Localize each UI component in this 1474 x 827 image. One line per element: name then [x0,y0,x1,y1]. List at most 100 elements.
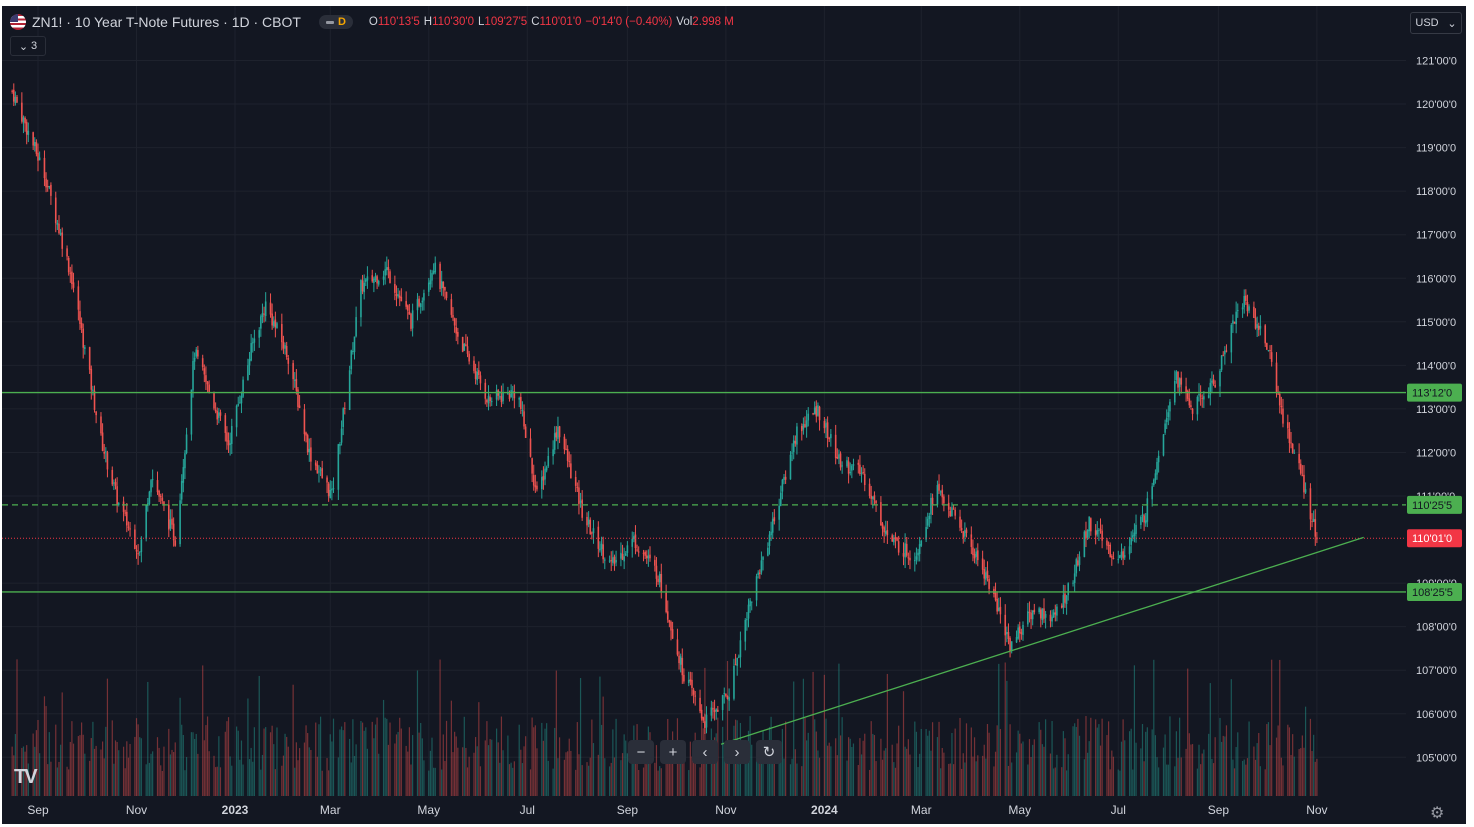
candle-body [699,697,701,712]
volume-bar [668,740,670,796]
volume-bar [977,755,979,796]
candle-body [1212,379,1215,384]
candle-body [1209,382,1212,395]
volume-bar [634,758,637,796]
volume-bar [118,750,120,796]
candle-body [880,502,882,526]
candle-body [734,664,737,666]
volume-bar [986,724,989,796]
volume-bar [273,744,275,796]
volume-bar [103,758,105,796]
price-chart[interactable]: 121'00'0 120'00'0 119'00'0 118'00'0 117'00'0… [2,6,1466,824]
volume-bar [1120,741,1123,796]
mode-badge[interactable]: D [318,15,353,29]
candle-body [654,559,656,566]
y-tick-label: 113'00'0 [1416,404,1456,416]
candle-body [679,656,682,665]
volume-bar [215,767,217,796]
tradingview-logo-icon[interactable]: TV [14,766,38,788]
volume-bar [691,756,693,796]
candle-body [1232,320,1234,324]
volume-bar [1140,748,1142,796]
volume-bar [495,728,498,796]
volume-bar [513,761,515,796]
volume-bar [145,764,147,796]
candle-body [839,453,842,468]
reset-chart-button[interactable]: ↻ [756,740,782,764]
volume-bar [139,737,141,796]
candle-body [812,413,814,415]
symbol-title[interactable]: ZN1! · 10 Year T-Note Futures · 1D · CBO… [32,14,301,30]
volume-bar [1174,766,1176,796]
volume-bar [575,769,577,796]
candle-body [394,283,396,293]
candle-body [1112,558,1115,560]
candle-body [318,471,320,473]
gear-icon[interactable]: ⚙ [1430,805,1445,822]
x-tick-label: Nov [1306,803,1327,817]
volume-bar [699,767,701,796]
candle-body [105,451,107,453]
volume-bar [431,737,433,796]
candle-body [1073,573,1076,583]
volume-bar [134,736,136,796]
candle-body [1288,428,1291,444]
volume-bar [873,735,876,796]
candle-body [174,540,177,546]
candle-body [360,279,362,318]
candle-body [410,314,412,329]
volume-bar [321,770,323,796]
volume-bar [1004,662,1006,796]
volume-bar [902,691,905,796]
candle-body [994,592,997,601]
candle-body [227,440,230,446]
volume-bar [1224,736,1226,796]
volume-bar [738,764,740,796]
candle-body [353,336,356,353]
scroll-right-button[interactable]: › [724,740,750,764]
y-tick-label: 121'00'0 [1416,56,1457,68]
candle-body [852,464,855,466]
volume-bar [914,721,916,796]
volume-bar [694,732,696,796]
candle-body [570,463,572,479]
candle-body [1257,325,1260,331]
volume-bar [360,720,362,796]
candle-body [841,465,843,467]
candle-body [326,477,328,483]
candle-body [71,271,73,285]
candle-body [1101,530,1103,541]
candle-body [534,485,537,488]
zoom-in-button[interactable]: + [660,740,686,764]
candle-body [687,680,690,684]
plus-icon: + [668,743,678,761]
indicators-toggle[interactable]: ⌄ 3 [10,36,46,56]
candle-body [599,548,601,551]
volume-bar [1304,706,1307,796]
volume-bar [1009,724,1011,796]
candle-body [938,483,940,491]
candle-body [678,655,680,664]
candle-body [158,490,160,497]
volume-bar [883,750,885,796]
volume-bar [1177,757,1179,796]
candle-body [486,399,488,403]
volume-bar [271,725,273,796]
volume-bar [1156,757,1158,796]
scroll-left-button[interactable]: ‹ [692,740,718,764]
volume-bar [247,698,249,796]
candle-body [1107,545,1110,547]
candle-body [1140,516,1142,525]
candle-body [1098,530,1100,532]
candle-body [529,438,532,457]
candle-body [610,560,613,562]
currency-select[interactable]: USD ⌄ [1410,12,1462,34]
volume-bar [231,765,233,796]
volume-bar [604,758,606,796]
zoom-out-button[interactable]: − [628,740,654,764]
volume-bar [533,727,535,796]
volume-bar [1258,733,1260,796]
candle-body [985,572,987,580]
volume-bar [260,769,262,796]
volume-bar [339,729,341,796]
